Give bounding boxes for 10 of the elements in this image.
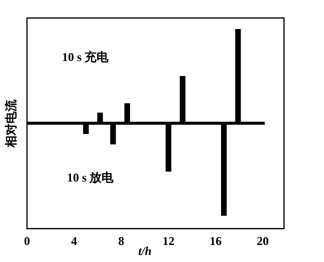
x-tick-label: 0 <box>24 234 30 248</box>
x-axis-title: t/h <box>138 244 152 258</box>
x-tick-label: 16 <box>210 234 222 248</box>
x-tick-label: 4 <box>71 234 78 248</box>
x-tick-label: 20 <box>256 234 269 248</box>
annotation: 10 s 充电 <box>62 50 110 64</box>
y-axis-title: 相对电流 <box>4 98 18 148</box>
x-tick-label: 8 <box>118 234 124 248</box>
x-tick-label: 12 <box>162 234 174 248</box>
annotation: 10 s 放电 <box>67 170 115 185</box>
